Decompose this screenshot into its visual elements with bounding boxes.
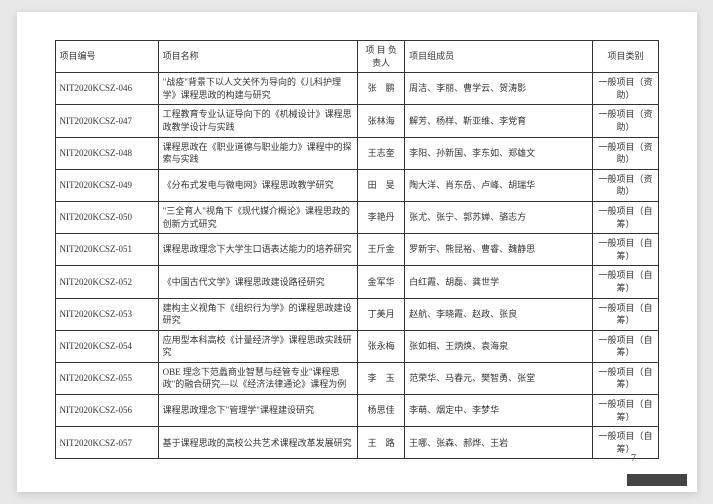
header-type: 项目类别 [593,41,658,73]
cell-name: 应用型本科高校《计量经济学》课程思政实践研究 [158,330,358,362]
cell-members: 罗新宇、熊昆裕、曹睿、魏静思 [405,234,593,266]
projects-table: 项目编号 项目名称 项 目 负责人 项目组成员 项目类别 NIT2020KCSZ… [55,40,659,459]
cell-type: 一般项目（自筹） [593,330,658,362]
table-row: NIT2020KCSZ-051课程思政理念下大学生口语表达能力的培养研究王斤金罗… [55,234,658,266]
table-row: NIT2020KCSZ-055OBE 理念下范蠡商业智慧与经管专业"课程思政"的… [55,362,658,394]
cell-leader: 田 旻 [358,169,405,201]
cell-id: NIT2020KCSZ-054 [55,330,158,362]
header-leader: 项 目 负责人 [358,41,405,73]
cell-leader: 王斤金 [358,234,405,266]
cell-type: 一般项目（资助） [593,73,658,105]
cell-type: 一般项目（自筹） [593,266,658,298]
header-id: 项目编号 [55,41,158,73]
cell-name: OBE 理念下范蠡商业智慧与经管专业"课程思政"的融合研究—以《经济法律通论》课… [158,362,358,394]
cell-members: 陶大洋、肖东岳、卢峰、胡瑞华 [405,169,593,201]
document-page: 项目编号 项目名称 项 目 负责人 项目组成员 项目类别 NIT2020KCSZ… [17,12,697,492]
page-number: — 7 — [619,453,649,464]
cell-leader: 李艳丹 [358,201,405,233]
table-row: NIT2020KCSZ-053建构主义视角下《组织行为学》的课程思政建设研究丁美… [55,298,658,330]
cell-id: NIT2020KCSZ-052 [55,266,158,298]
cell-members: 李萌、烟定中、李梦华 [405,395,593,427]
cell-type: 一般项目（自筹） [593,395,658,427]
table-row: NIT2020KCSZ-056课程思政理念下"管理学"课程建设研究杨思佳李萌、烟… [55,395,658,427]
cell-id: NIT2020KCSZ-051 [55,234,158,266]
cell-type: 一般项目（自筹） [593,234,658,266]
cell-leader: 李 玉 [358,362,405,394]
table-row: NIT2020KCSZ-047工程教育专业认证导向下的《机械设计》课程思政教学设… [55,105,658,137]
table-row: NIT2020KCSZ-057基于课程思政的高校公共艺术课程改革发展研究王 路王… [55,427,658,459]
cell-leader: 张 鹏 [358,73,405,105]
cell-id: NIT2020KCSZ-049 [55,169,158,201]
cell-name: 课程思政在《职业道德与职业能力》课程中的探索与实践 [158,137,358,169]
cell-type: 一般项目（资助） [593,169,658,201]
cell-type: 一般项目（自筹） [593,362,658,394]
cell-members: 李阳、孙新国、李东如、郑雄文 [405,137,593,169]
cell-name: "战疫"背景下以人文关怀为导向的《儿科护理学》课程思政的构建与研究 [158,73,358,105]
cell-type: 一般项目（自筹） [593,298,658,330]
cell-members: 赵航、李晓霞、赵政、张良 [405,298,593,330]
cell-members: 白红霞、胡磊、龚世学 [405,266,593,298]
header-members: 项目组成员 [405,41,593,73]
footer-mark [627,474,687,486]
cell-id: NIT2020KCSZ-048 [55,137,158,169]
cell-leader: 杨思佳 [358,395,405,427]
cell-members: 王哪、张森、郝烨、王岩 [405,427,593,459]
cell-id: NIT2020KCSZ-046 [55,73,158,105]
cell-members: 范荣华、马春元、樊智勇、张堂 [405,362,593,394]
cell-id: NIT2020KCSZ-050 [55,201,158,233]
cell-members: 张尤、张宁、郭苏婵、骆志方 [405,201,593,233]
cell-members: 张如相、王炳焕、袁海泉 [405,330,593,362]
table-row: NIT2020KCSZ-054应用型本科高校《计量经济学》课程思政实践研究张永梅… [55,330,658,362]
cell-name: 课程思政理念下"管理学"课程建设研究 [158,395,358,427]
table-row: NIT2020KCSZ-049《分布式发电与微电网》课程思政教学研究田 旻陶大洋… [55,169,658,201]
table-body: NIT2020KCSZ-046"战疫"背景下以人文关怀为导向的《儿科护理学》课程… [55,73,658,459]
header-name: 项目名称 [158,41,358,73]
table-row: NIT2020KCSZ-046"战疫"背景下以人文关怀为导向的《儿科护理学》课程… [55,73,658,105]
cell-name: 基于课程思政的高校公共艺术课程改革发展研究 [158,427,358,459]
table-row: NIT2020KCSZ-052《中国古代文学》课程思政建设路径研究金军华白红霞、… [55,266,658,298]
cell-id: NIT2020KCSZ-053 [55,298,158,330]
cell-id: NIT2020KCSZ-056 [55,395,158,427]
cell-leader: 金军华 [358,266,405,298]
cell-leader: 王 路 [358,427,405,459]
cell-members: 周洁、李丽、曹学云、贺涛影 [405,73,593,105]
cell-id: NIT2020KCSZ-057 [55,427,158,459]
cell-name: 《中国古代文学》课程思政建设路径研究 [158,266,358,298]
cell-id: NIT2020KCSZ-047 [55,105,158,137]
cell-id: NIT2020KCSZ-055 [55,362,158,394]
table-row: NIT2020KCSZ-048课程思政在《职业道德与职业能力》课程中的探索与实践… [55,137,658,169]
cell-members: 解芳、杨样、靳亚维、李党育 [405,105,593,137]
table-row: NIT2020KCSZ-050"三全育人"视角下《现代媒介概论》课程思政的创新方… [55,201,658,233]
cell-type: 一般项目（资助） [593,137,658,169]
cell-leader: 王志奎 [358,137,405,169]
cell-name: 工程教育专业认证导向下的《机械设计》课程思政教学设计与实践 [158,105,358,137]
cell-leader: 张林海 [358,105,405,137]
cell-leader: 丁美月 [358,298,405,330]
cell-type: 一般项目（资助） [593,105,658,137]
cell-type: 一般项目（自筹） [593,201,658,233]
cell-name: "三全育人"视角下《现代媒介概论》课程思政的创新方式研究 [158,201,358,233]
cell-name: 《分布式发电与微电网》课程思政教学研究 [158,169,358,201]
cell-name: 课程思政理念下大学生口语表达能力的培养研究 [158,234,358,266]
table-header-row: 项目编号 项目名称 项 目 负责人 项目组成员 项目类别 [55,41,658,73]
cell-leader: 张永梅 [358,330,405,362]
cell-name: 建构主义视角下《组织行为学》的课程思政建设研究 [158,298,358,330]
